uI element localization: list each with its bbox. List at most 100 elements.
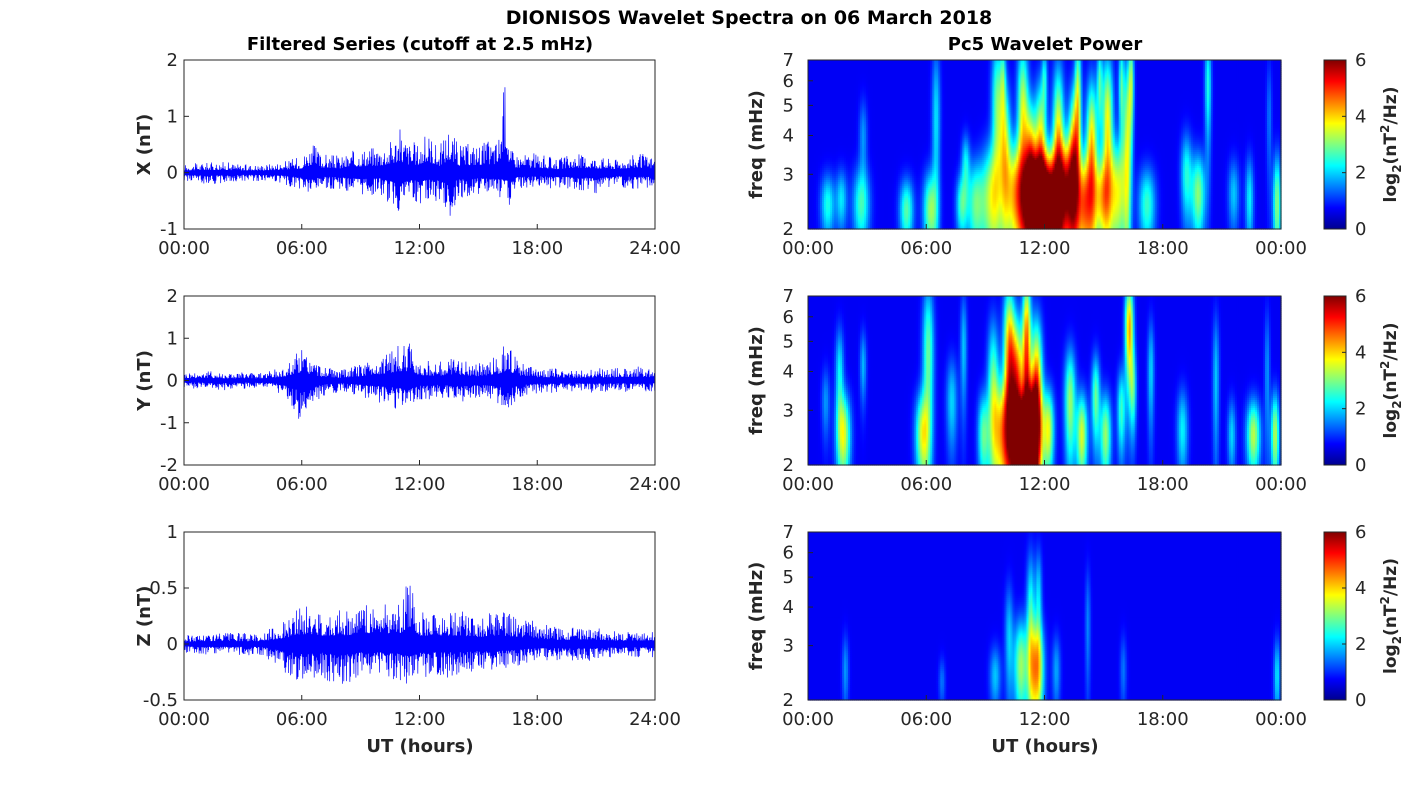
colorbar-tick-label: 4 <box>1355 106 1366 127</box>
colorbar-tick-label: 2 <box>1355 163 1366 184</box>
timeseries-y-axis-label: X (nT) <box>134 114 155 176</box>
wavelet-ytick-label: 5 <box>783 331 794 352</box>
timeseries-panel-x: -1 0 1 2 00:00 06:00 12:00 18:00 24:00 X (nT) <box>134 50 681 259</box>
timeseries-xtick-label: 06:00 <box>276 474 328 495</box>
timeseries-xtick-label: 18:00 <box>511 238 563 259</box>
timeseries-xtick-label: 12:00 <box>394 474 446 495</box>
wavelet-ytick-label: 3 <box>783 636 794 657</box>
colorbar-label: log2(nT2/Hz) <box>1378 558 1404 674</box>
timeseries-xtick-label: 00:00 <box>158 709 210 730</box>
wavelet-ytick-label: 5 <box>783 95 794 116</box>
timeseries-y-axis-label: Y (nT) <box>134 350 155 412</box>
left-x-axis-label: UT (hours) <box>366 736 473 757</box>
colorbar-tick-label: 4 <box>1355 342 1366 363</box>
wavelet-xtick-label: 12:00 <box>1019 709 1071 730</box>
timeseries-xtick-label: 18:00 <box>511 709 563 730</box>
colorbar-tick-label: 6 <box>1355 286 1366 307</box>
colorbar-tick-label: 0 <box>1355 690 1366 711</box>
timeseries-ytick-label: 0 <box>167 634 178 655</box>
wavelet-xtick-label: 18:00 <box>1137 238 1189 259</box>
wavelet-y-axis-label: freq (mHz) <box>746 326 767 435</box>
timeseries-ytick-label: 1 <box>167 522 178 543</box>
wavelet-xtick-label: 00:00 <box>782 709 834 730</box>
figure-title: DIONISOS Wavelet Spectra on 06 March 201… <box>506 7 993 29</box>
timeseries-ytick-label: 1 <box>167 328 178 349</box>
wavelet-xtick-label: 06:00 <box>900 709 952 730</box>
wavelet-ytick-label: 2 <box>783 219 794 240</box>
timeseries-xtick-label: 00:00 <box>158 474 210 495</box>
timeseries-xtick-label: 18:00 <box>511 474 563 495</box>
wavelet-panel-y: 2 3 4 5 6 7 00:00 06:00 12:00 18:00 00:00 freq (mHz… <box>746 286 1404 495</box>
timeseries-ytick-label: 0 <box>167 163 178 184</box>
colorbar-scale <box>1324 296 1346 465</box>
wavelet-ytick-label: 3 <box>783 400 794 421</box>
timeseries-trace-y <box>184 344 655 419</box>
timeseries-ytick-label: -1 <box>160 219 178 240</box>
wavelet-xtick-label: 00:00 <box>1255 709 1307 730</box>
wavelet-xtick-label: 12:00 <box>1019 238 1071 259</box>
timeseries-axes-frame <box>184 532 655 700</box>
colorbar-x: 0 2 4 6 log2(nT2/Hz) <box>1324 50 1404 240</box>
timeseries-xtick-label: 24:00 <box>629 474 681 495</box>
colorbar-y: 0 2 4 6 log2(nT2/Hz) <box>1324 286 1404 476</box>
colorbar-z: 0 2 4 6 log2(nT2/Hz) <box>1324 522 1404 711</box>
wavelet-y-axis-label: freq (mHz) <box>746 90 767 199</box>
colorbar-tick-label: 4 <box>1355 578 1366 599</box>
colorbar-tick-label: 6 <box>1355 50 1366 71</box>
colorbar-tick-label: 2 <box>1355 634 1366 655</box>
wavelet-ytick-label: 7 <box>783 286 794 307</box>
colorbar-label: log2(nT2/Hz) <box>1378 323 1404 439</box>
wavelet-ytick-label: 7 <box>783 522 794 543</box>
wavelet-xtick-label: 18:00 <box>1137 474 1189 495</box>
colorbar-tick-label: 2 <box>1355 399 1366 420</box>
wavelet-ytick-label: 4 <box>783 125 794 146</box>
wavelet-ytick-label: 2 <box>783 690 794 711</box>
wavelet-xtick-label: 00:00 <box>1255 238 1307 259</box>
timeseries-xtick-label: 24:00 <box>629 709 681 730</box>
wavelet-ytick-label: 6 <box>783 543 794 564</box>
wavelet-xtick-label: 18:00 <box>1137 709 1189 730</box>
colorbar-scale <box>1324 532 1346 700</box>
timeseries-axes-frame <box>184 60 655 229</box>
timeseries-ytick-label: 2 <box>167 286 178 307</box>
wavelet-xtick-label: 00:00 <box>782 238 834 259</box>
colorbar-scale <box>1324 60 1346 229</box>
wavelet-xtick-label: 12:00 <box>1019 474 1071 495</box>
colorbar-label: log2(nT2/Hz) <box>1378 87 1404 203</box>
left-column-title: Filtered Series (cutoff at 2.5 mHz) <box>247 34 593 55</box>
wavelet-xtick-label: 06:00 <box>900 238 952 259</box>
timeseries-ytick-label: -0.5 <box>143 690 178 711</box>
timeseries-xtick-label: 24:00 <box>629 238 681 259</box>
colorbar-tick-label: 6 <box>1355 522 1366 543</box>
timeseries-ytick-label: 0 <box>167 371 178 392</box>
timeseries-trace-z <box>184 586 655 684</box>
timeseries-ytick-label: -2 <box>160 455 178 476</box>
wavelet-ytick-label: 2 <box>783 455 794 476</box>
wavelet-ytick-label: 5 <box>783 567 794 588</box>
wavelet-ytick-label: 3 <box>783 164 794 185</box>
right-x-axis-label: UT (hours) <box>991 736 1098 757</box>
timeseries-trace-x <box>184 87 655 215</box>
wavelet-y-axis-label: freq (mHz) <box>746 562 767 671</box>
wavelet-xtick-label: 06:00 <box>900 474 952 495</box>
timeseries-xtick-label: 12:00 <box>394 238 446 259</box>
wavelet-ytick-label: 6 <box>783 71 794 92</box>
timeseries-xtick-label: 06:00 <box>276 709 328 730</box>
timeseries-xtick-label: 06:00 <box>276 238 328 259</box>
colorbar-tick-label: 0 <box>1355 455 1366 476</box>
right-column-title: Pc5 Wavelet Power <box>948 34 1143 55</box>
timeseries-xtick-label: 00:00 <box>158 238 210 259</box>
timeseries-xtick-label: 12:00 <box>394 709 446 730</box>
wavelet-xtick-label: 00:00 <box>782 474 834 495</box>
colorbar-tick-label: 0 <box>1355 219 1366 240</box>
wavelet-ytick-label: 4 <box>783 597 794 618</box>
timeseries-ytick-label: 2 <box>167 50 178 71</box>
wavelet-xtick-label: 00:00 <box>1255 474 1307 495</box>
wavelet-ytick-label: 7 <box>783 50 794 71</box>
timeseries-ytick-label: 1 <box>167 106 178 127</box>
